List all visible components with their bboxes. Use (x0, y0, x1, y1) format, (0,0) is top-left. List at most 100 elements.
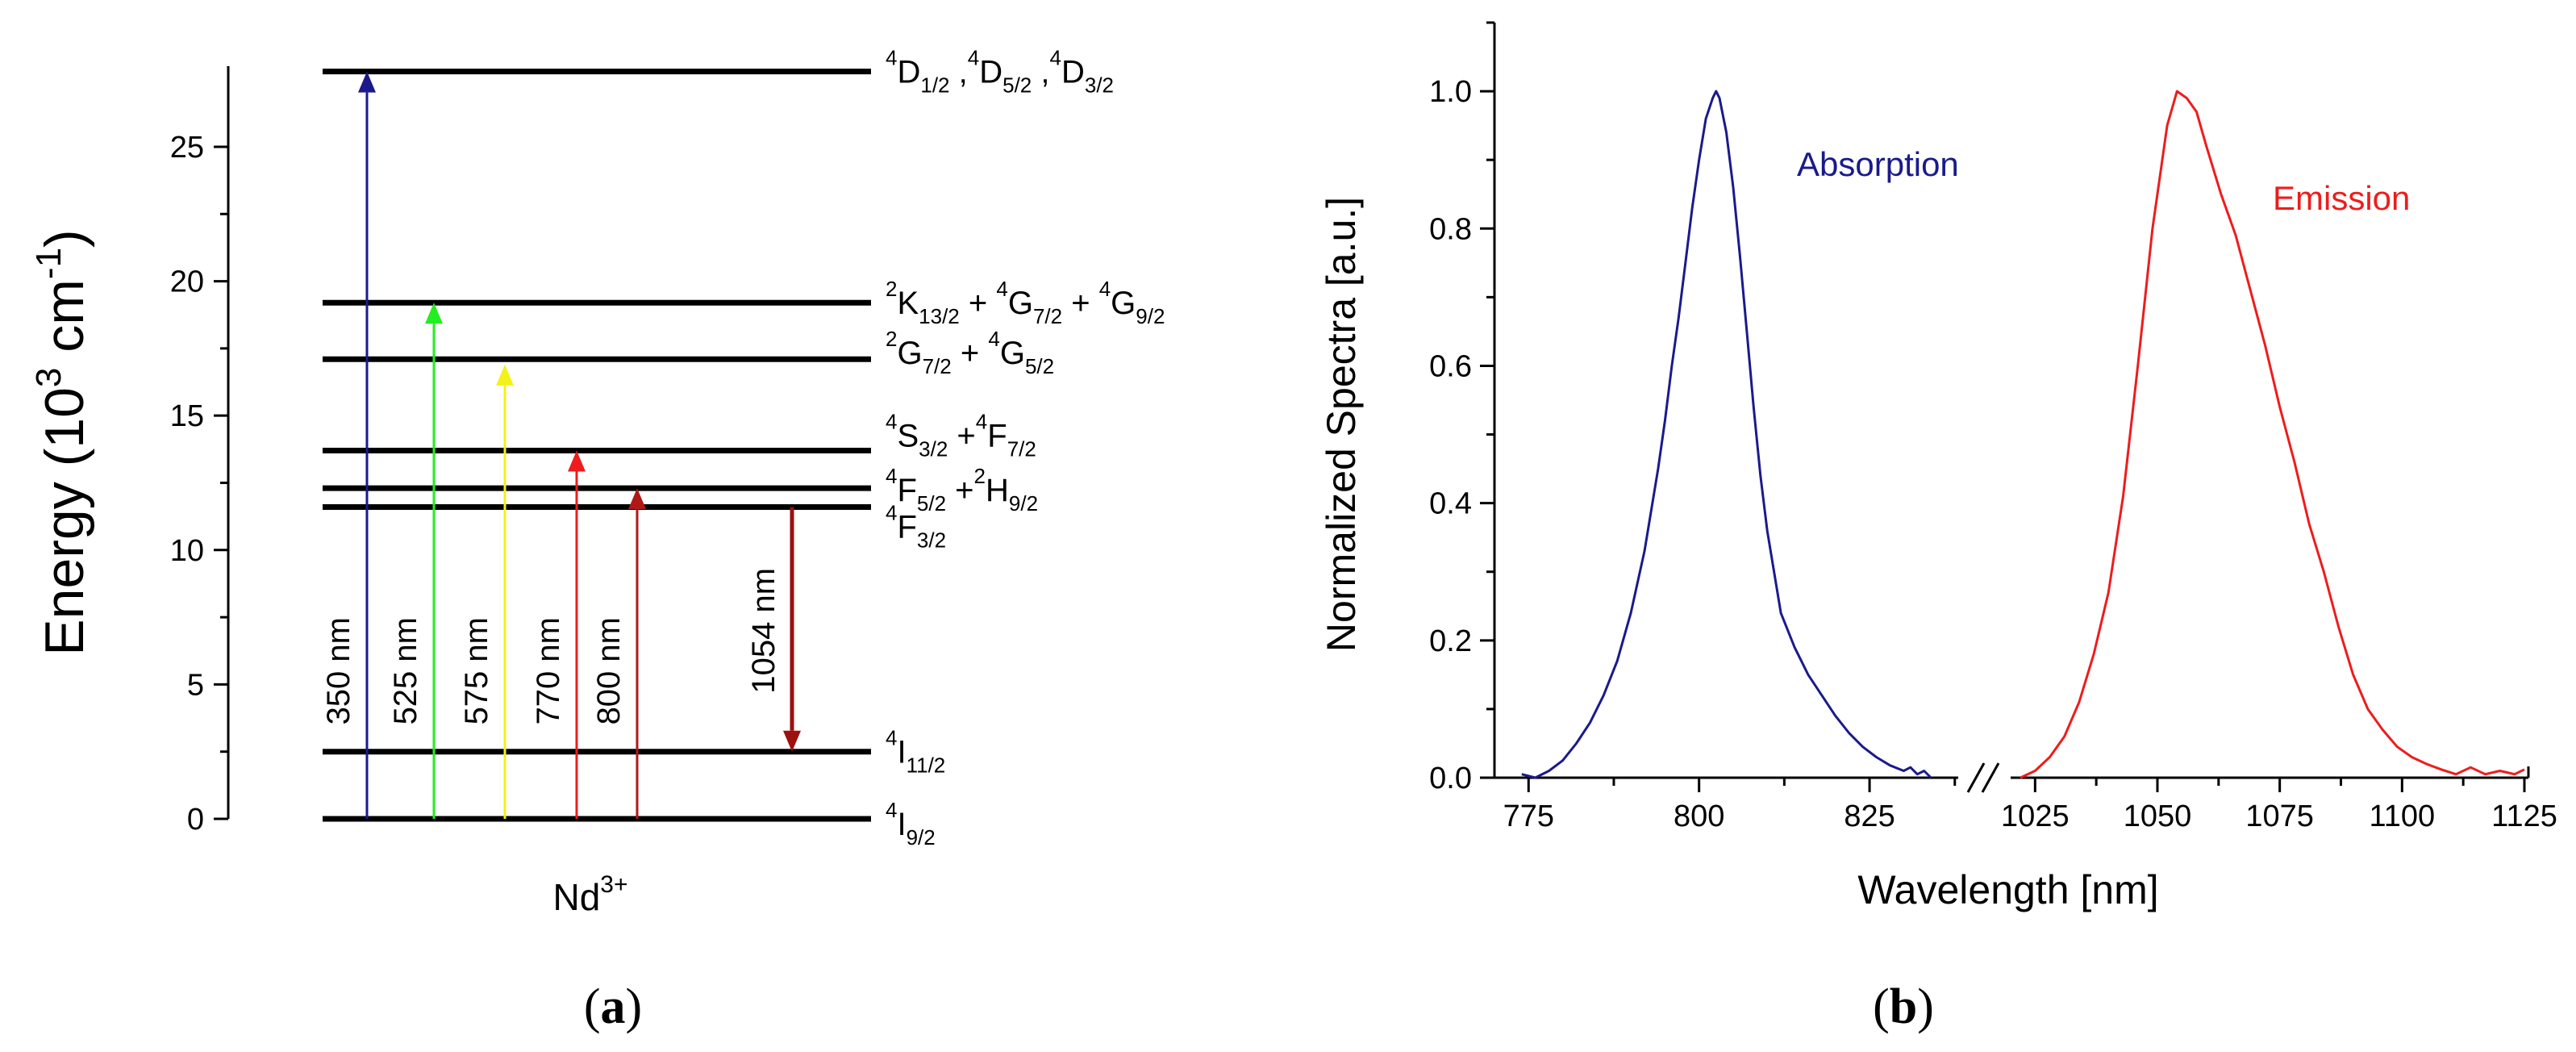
label-sub: 5/2 (917, 491, 946, 516)
panel-label-letter: a (601, 979, 626, 1034)
label-base: G (1008, 286, 1033, 321)
y-label-exp: -1 (29, 248, 69, 279)
transition-wavelength-label: 575 nm (459, 617, 494, 724)
y-label-suffix: ) (34, 229, 95, 248)
y-label-prefix: Energy (10 (34, 387, 95, 656)
label-sub: 1/2 (920, 73, 949, 98)
transition-wavelength-label: 800 nm (591, 617, 627, 724)
y-tick-label: 10 (170, 534, 204, 568)
panel-label-paren: ( (1873, 979, 1890, 1034)
label-sup: 4 (988, 327, 999, 351)
y-axis-label: Normalized Spectra [a.u.] (1319, 197, 1364, 652)
label-sup: 2 (974, 464, 986, 488)
transition-wavelength-label: 350 nm (321, 617, 356, 724)
x-tick-label: 800 (1674, 799, 1724, 833)
x-axis-label: Wavelength [nm] (1857, 867, 2158, 912)
label-base: + (946, 473, 973, 508)
energy-level-label: 4I11/2 (886, 726, 945, 778)
label-sub: 5/2 (1025, 354, 1054, 378)
label-base: F (897, 473, 916, 508)
label-base: F (987, 418, 1007, 453)
transition-arrow-head (496, 364, 514, 386)
label-base: + (960, 286, 997, 321)
y-tick-label: 25 (170, 131, 204, 165)
label-base: S (897, 418, 919, 453)
label-sup: 4 (1099, 277, 1111, 301)
label-base: G (1111, 286, 1136, 321)
y-tick-label: 0.0 (1429, 762, 1472, 795)
y-tick-label: 5 (187, 668, 204, 702)
panel-b-spectra-chart: 0.0 0.2 0.4 0.6 0.8 1.0 775 800 825 1025 1050 1075 1… (1319, 21, 2557, 1034)
panel-label-a: (a) (584, 979, 642, 1034)
x-tick-label: 1050 (2124, 799, 2192, 833)
label-base: I (897, 735, 906, 770)
label-sup: 4 (1050, 46, 1061, 70)
label-base: D (897, 55, 920, 90)
label-base: F (897, 509, 916, 545)
series-annotation-absorption: Absorption (1797, 145, 1959, 183)
label-sub: 13/2 (919, 304, 960, 328)
label-sup: 4 (886, 46, 897, 70)
transition-wavelength-label: 525 nm (388, 617, 423, 724)
ion-label: Nd3+ (552, 871, 627, 918)
label-base: , (1032, 55, 1049, 90)
label-sup: 4 (996, 277, 1007, 301)
transition-arrow-head (568, 450, 586, 472)
y-tick-label: 0 (187, 803, 204, 837)
transition-wavelength-label: 1054 nm (746, 568, 782, 694)
energy-level-label: 2K13/2 + 4G7/2 + 4G9/2 (886, 277, 1165, 328)
label-sub: 5/2 (1002, 73, 1032, 98)
y-label-exp: 3 (29, 368, 69, 387)
y-tick-label: 15 (170, 399, 204, 433)
axis-break-mark (1981, 762, 2000, 793)
ion-label-sup: 3+ (600, 871, 627, 898)
label-sub: 7/2 (1033, 304, 1062, 328)
label-sup: 4 (886, 409, 897, 433)
panel-label-paren: ) (1917, 979, 1934, 1034)
label-base: , (950, 55, 968, 90)
panel-label-paren: ) (626, 979, 643, 1034)
label-sup: 4 (968, 46, 979, 70)
transition-arrow-head (628, 488, 646, 510)
y-tick-label: 0.6 (1429, 349, 1472, 383)
y-axis-label: Energy (103 cm-1) (29, 229, 95, 655)
label-sub: 3/2 (919, 436, 948, 461)
energy-level-label: 4S3/2 +4F7/2 (886, 409, 1036, 461)
transition-arrow-head (425, 303, 443, 324)
label-sup: 4 (976, 409, 987, 433)
series-line-emission (2020, 90, 2525, 779)
x-tick-label: 1100 (2369, 799, 2435, 833)
x-tick-label: 1125 (2491, 799, 2557, 833)
series-line-absorption (1521, 90, 1932, 779)
x-tick-label: 825 (1844, 799, 1894, 833)
label-sub: 3/2 (1085, 73, 1114, 98)
label-sub: 11/2 (907, 754, 946, 778)
label-base: D (1061, 55, 1085, 90)
y-label-mid: cm (34, 279, 95, 368)
panel-label-b: (b) (1873, 979, 1934, 1034)
label-sub: 9/2 (1136, 304, 1165, 328)
label-sub: 9/2 (1009, 491, 1038, 516)
label-base: + (952, 336, 989, 371)
energy-level-label: 4D1/2 ,4D5/2 ,4D3/2 (886, 46, 1114, 98)
label-base: D (979, 55, 1002, 90)
label-sub: 9/2 (907, 825, 936, 850)
label-sub: 7/2 (1007, 436, 1036, 461)
transition-arrow-head (358, 71, 376, 93)
label-sup: 4 (886, 798, 897, 822)
x-tick-label: 1025 (2001, 799, 2070, 833)
series-annotation-emission: Emission (2273, 179, 2410, 217)
y-tick-label: 20 (170, 265, 204, 299)
label-sup: 2 (886, 327, 897, 351)
y-tick-label: 0.8 (1429, 212, 1472, 246)
label-sup: 4 (886, 464, 897, 488)
panel-label-letter: b (1890, 979, 1917, 1034)
panel-label-paren: ( (584, 979, 601, 1034)
label-sup: 2 (886, 277, 897, 301)
x-tick-label: 1075 (2245, 799, 2314, 833)
label-sub: 7/2 (923, 354, 952, 378)
label-base: G (1000, 336, 1025, 371)
label-sup: 4 (886, 500, 897, 524)
